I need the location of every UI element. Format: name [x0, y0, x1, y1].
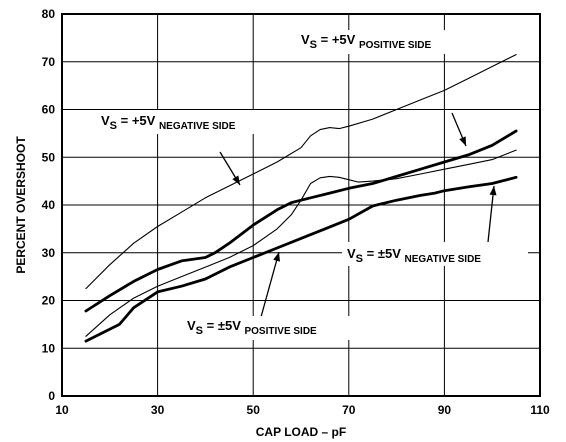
annotation-leaders: [219, 112, 497, 318]
annotation-subscript-s: S: [356, 253, 363, 265]
y-tick-label: 30: [42, 246, 56, 260]
series-lines: [84, 54, 518, 343]
annotation-value: = +5V: [117, 113, 159, 128]
annotation-value: = ±5V: [203, 318, 244, 333]
annotation-subscript-s: S: [196, 325, 203, 337]
y-tick-label: 20: [42, 294, 56, 308]
annotation-leader-line: [260, 251, 280, 318]
annotation-v: V: [187, 318, 196, 333]
series-line-plus5-negative: [84, 129, 518, 313]
y-tick-label: 10: [42, 341, 56, 355]
series-line-pm5-positive: [84, 175, 518, 343]
annotation-value: = +5V: [317, 32, 359, 47]
annotation-v: V: [101, 113, 110, 128]
annotation-side: NEGATIVE SIDE: [404, 254, 481, 265]
x-tick-label: 10: [55, 403, 69, 417]
annotation-label-plus5-negative: VS = +5V NEGATIVE SIDE: [101, 113, 236, 132]
y-tick-label: 80: [42, 7, 56, 21]
x-tick-label: 30: [151, 403, 165, 417]
annotation-subscript-s: S: [110, 120, 117, 132]
annotation-side: POSITIVE SIDE: [359, 40, 432, 51]
x-axis-title: CAP LOAD – pF: [256, 425, 346, 439]
annotation-leader-line: [487, 185, 495, 243]
annotation-arrowhead: [232, 175, 240, 185]
annotation-side: NEGATIVE SIDE: [159, 121, 236, 132]
y-axis-title: PERCENT OVERSHOOT: [14, 136, 28, 274]
x-tick-label: 50: [247, 403, 261, 417]
plot-frame: [61, 13, 541, 397]
x-tick-label: 70: [342, 403, 356, 417]
annotation-v: V: [347, 246, 356, 261]
annotation-label-background: [342, 242, 528, 266]
annotation-v: V: [301, 32, 310, 47]
x-tick-label: 90: [438, 403, 452, 417]
series-line-pm5-negative: [85, 149, 517, 337]
annotation-subscript-s: S: [310, 39, 317, 51]
annotation-label-background: [182, 316, 360, 340]
annotation-label-pm5-positive: VS = ±5V POSITIVE SIDE: [187, 318, 317, 337]
series-line-plus5-positive: [85, 54, 517, 290]
annotation-label-background: [96, 110, 274, 134]
x-tick-label: 110: [530, 403, 550, 417]
annotation-arrowhead: [273, 252, 280, 262]
y-tick-label: 70: [42, 55, 56, 69]
y-tick-label: 50: [42, 150, 56, 164]
annotation-arrowhead: [459, 136, 466, 146]
annotation-label-plus5-positive: VS = +5V POSITIVE SIDE: [301, 32, 432, 51]
y-tick-label: 0: [48, 389, 55, 403]
annotation-value: = ±5V: [363, 246, 404, 261]
annotation-arrowhead: [489, 186, 497, 196]
y-tick-label: 60: [42, 103, 56, 117]
annotation-label-background: [296, 30, 474, 54]
annotation-label-pm5-negative: VS = ±5V NEGATIVE SIDE: [347, 246, 481, 265]
annotation-side: POSITIVE SIDE: [244, 326, 317, 337]
y-tick-label: 40: [42, 198, 56, 212]
